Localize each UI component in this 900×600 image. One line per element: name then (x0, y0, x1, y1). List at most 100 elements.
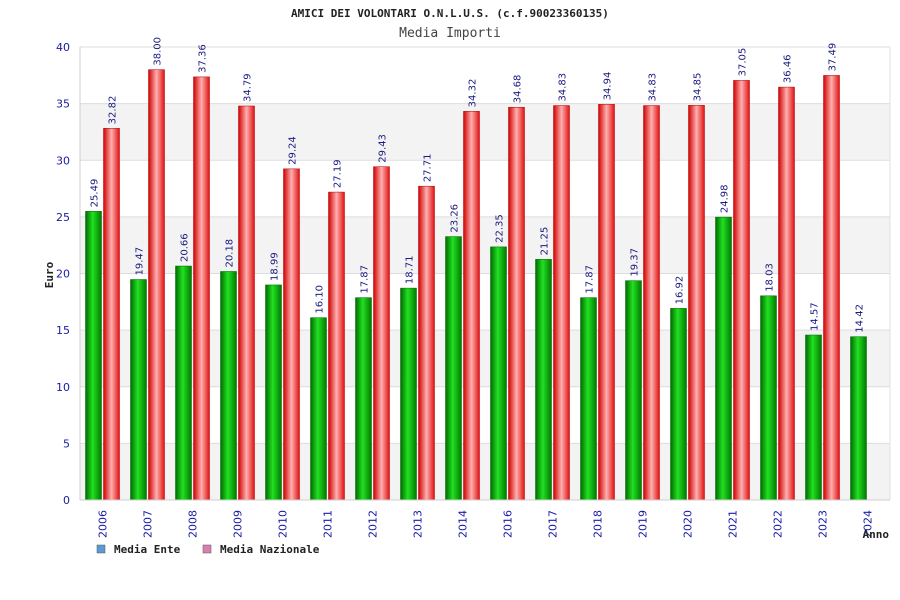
bar-media-ente (445, 236, 462, 501)
bar-media-ente (175, 265, 192, 501)
y-axis-label: Euro (43, 261, 56, 288)
bar-media-ente (850, 336, 867, 501)
data-label: 18.99 (270, 252, 281, 281)
data-label: 37.36 (198, 44, 209, 73)
bar-media-nazionale (238, 105, 255, 501)
x-tick-labels: 2006 2007 2008 2009 2010 2011 2012 2013 2014 2016… (97, 510, 875, 538)
data-label: 20.18 (225, 239, 236, 268)
legend-swatch-media-ente (96, 544, 106, 554)
data-label: 18.71 (405, 255, 416, 284)
plot-band (80, 443, 890, 500)
bar-media-nazionale (463, 111, 480, 501)
data-label: 34.83 (558, 73, 569, 102)
data-label: 17.87 (360, 265, 371, 294)
data-label: 27.71 (423, 154, 434, 183)
legend-swatch-media-nazionale (202, 544, 212, 554)
data-label: 34.79 (243, 73, 254, 102)
data-label: 34.85 (693, 73, 704, 102)
x-tick-label: 2012 (367, 510, 380, 538)
bar-media-nazionale (418, 185, 435, 501)
plot-band (80, 386, 890, 444)
bar-media-ente (130, 279, 147, 501)
chart-title: AMICI DEI VOLONTARI O.N.L.U.S. (c.f.9002… (291, 7, 609, 20)
bar-media-ente (580, 297, 597, 501)
y-tick-label: 15 (56, 324, 70, 337)
x-tick-label: 2017 (547, 510, 560, 538)
data-label: 23.26 (450, 204, 461, 233)
x-tick-label: 2014 (457, 510, 470, 538)
x-tick-label: 2009 (232, 510, 245, 538)
bar-media-ente (760, 295, 777, 501)
data-label: 14.57 (810, 302, 821, 331)
bar-media-nazionale (283, 168, 300, 501)
x-tick-label: 2013 (412, 510, 425, 538)
bar-media-nazionale (193, 76, 210, 501)
bar-media-nazionale (823, 75, 840, 501)
data-label: 34.32 (468, 79, 479, 108)
bar-media-ente (310, 317, 327, 501)
data-label: 34.68 (513, 75, 524, 104)
x-tick-label: 2007 (142, 510, 155, 538)
y-tick-labels: 0 5 10 15 20 25 30 35 40 (56, 41, 70, 507)
y-tick-label: 25 (56, 211, 70, 224)
x-tick-label: 2020 (682, 510, 695, 538)
data-label: 37.05 (738, 48, 749, 77)
data-label: 20.66 (180, 233, 191, 262)
data-label: 29.43 (378, 134, 389, 163)
data-label: 19.47 (135, 247, 146, 276)
bar-media-nazionale (688, 105, 705, 501)
data-label: 36.46 (783, 54, 794, 83)
bar-media-nazionale (373, 166, 390, 501)
bar-media-ente (220, 271, 237, 501)
bar-media-nazionale (328, 191, 345, 501)
plot-band (80, 330, 890, 387)
chart-subtitle: Media Importi (399, 26, 501, 41)
bar-media-nazionale (598, 104, 615, 501)
bar-media-ente (85, 211, 102, 501)
bar-media-ente (670, 308, 687, 501)
y-tick-label: 40 (56, 41, 70, 54)
bar-media-ente (400, 287, 417, 501)
data-label: 22.35 (495, 214, 506, 243)
bar-media-nazionale (553, 105, 570, 501)
data-label: 34.94 (603, 72, 614, 101)
x-tick-label: 2022 (772, 510, 785, 538)
x-tick-label: 2024 (862, 510, 875, 538)
bar-media-nazionale (508, 106, 525, 501)
bar-media-ente (805, 334, 822, 501)
plot-band (80, 216, 890, 274)
data-label: 16.92 (675, 276, 686, 305)
y-tick-label: 30 (56, 154, 70, 167)
x-tick-label: 2018 (592, 510, 605, 538)
data-label: 34.83 (648, 73, 659, 102)
plot-band (80, 47, 890, 104)
y-tick-label: 20 (56, 268, 70, 281)
data-label: 27.19 (333, 159, 344, 188)
bar-media-ente (535, 259, 552, 501)
legend-label-media-nazionale: Media Nazionale (220, 543, 320, 556)
x-axis-label: Anno (863, 528, 890, 541)
plot-band (80, 103, 890, 161)
plot-band (80, 273, 890, 331)
bar-media-nazionale (778, 86, 795, 501)
data-labels: 25.49 19.47 20.66 20.18 18.99 16.10 17.87 18.71… (90, 37, 866, 333)
y-tick-label: 10 (56, 381, 70, 394)
bar-media-nazionale (148, 69, 165, 501)
y-tick-label: 5 (63, 437, 70, 450)
data-label: 19.37 (630, 248, 641, 277)
x-tick-label: 2019 (637, 510, 650, 538)
x-tick-label: 2021 (727, 510, 740, 538)
y-tick-label: 35 (56, 98, 70, 111)
legend-label-media-ente: Media Ente (114, 543, 181, 556)
data-label: 14.42 (855, 304, 866, 333)
bar-media-ente (625, 280, 642, 501)
data-label: 32.82 (108, 96, 119, 125)
legend: Media Ente Media Nazionale (96, 543, 320, 556)
axes (79, 47, 891, 501)
x-tick-label: 2011 (322, 510, 335, 538)
x-tick-label: 2010 (277, 510, 290, 538)
x-tick-label: 2023 (817, 510, 830, 538)
plot-background (80, 47, 890, 500)
data-label: 17.87 (585, 265, 596, 294)
